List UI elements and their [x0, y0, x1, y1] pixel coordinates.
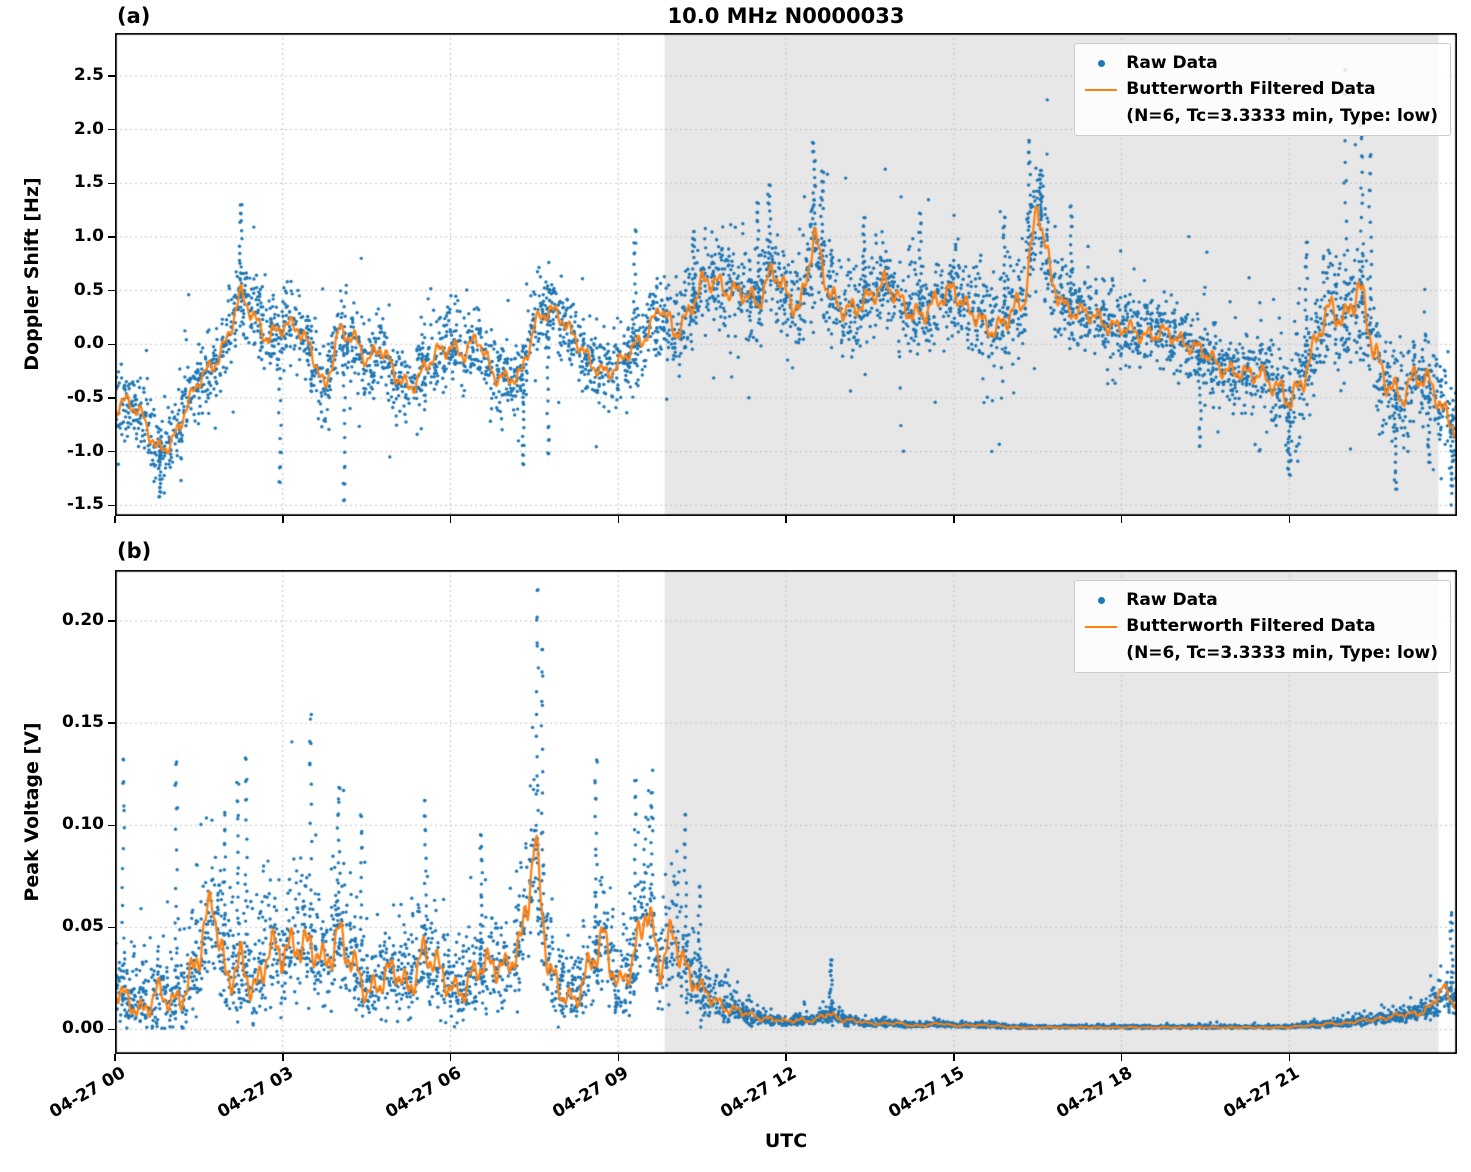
panel-a-y-axis-label: Doppler Shift [Hz] [21, 177, 43, 371]
x-tick-mark [114, 1054, 116, 1061]
legend-filtered-label: Butterworth Filtered Data [1126, 79, 1376, 100]
y-tick-label: 2.0 [73, 118, 104, 139]
y-tick-mark [108, 926, 115, 929]
x-axis-label: UTC [764, 1130, 808, 1152]
raw-marker-dot-icon [1097, 59, 1105, 67]
x-tick-label: 04-27 21 [1220, 1063, 1304, 1123]
y-tick-mark [108, 620, 115, 622]
legend-raw-label: Raw Data [1126, 53, 1218, 73]
y-tick-label: 0.15 [62, 712, 104, 733]
y-tick-mark [108, 343, 115, 346]
panel-b-label: (b) [117, 539, 152, 563]
x-tick-label: 04-27 12 [717, 1063, 800, 1123]
x-tick-mark [1120, 1054, 1123, 1061]
x-tick-label: 04-27 00 [46, 1063, 129, 1123]
panel-a-legend: Raw Data Butterworth Filtered Data (N=6,… [1074, 43, 1451, 137]
y-tick-label: -1.5 [66, 494, 104, 515]
raw-data-marker [1085, 59, 1117, 67]
panel-b-plot-area: Raw Data Butterworth Filtered Data (N=6,… [115, 570, 1457, 1054]
y-tick-mark [108, 824, 115, 827]
raw-marker-dot-icon [1097, 596, 1105, 604]
y-tick-label: -0.5 [66, 386, 104, 407]
y-tick-label: 2.5 [73, 64, 104, 85]
x-tick-mark [617, 516, 619, 523]
x-tick-mark [1288, 516, 1290, 523]
legend-entry-filtered: Butterworth Filtered Data [1085, 613, 1438, 639]
x-tick-label: 04-27 09 [549, 1063, 633, 1123]
x-tick-label: 04-27 03 [214, 1063, 297, 1123]
y-tick-mark [108, 450, 115, 453]
filtered-data-marker [1085, 625, 1118, 628]
legend-raw-label: Raw Data [1126, 590, 1218, 610]
x-tick-mark [1288, 1054, 1290, 1061]
legend-entry-filtered: Butterworth Filtered Data [1085, 76, 1438, 102]
legend-filtered-sublabel: (N=6, Tc=3.3333 min, Type: low) [1126, 642, 1438, 663]
panel-b-y-axis-label: Peak Voltage [V] [21, 722, 43, 902]
panel-a-label: (a) [117, 4, 151, 28]
filtered-data-marker [1085, 88, 1118, 91]
filtered-marker-line-icon [1085, 625, 1118, 628]
x-tick-label: 04-27 15 [885, 1063, 968, 1123]
y-tick-mark [108, 289, 115, 292]
y-tick-label: 0.0 [73, 333, 104, 354]
y-tick-mark [108, 182, 115, 185]
x-tick-mark [282, 1054, 284, 1061]
x-tick-mark [282, 516, 284, 523]
x-tick-label: 04-27 18 [1052, 1063, 1136, 1123]
y-tick-mark [108, 397, 115, 399]
legend-entry-raw: Raw Data [1085, 587, 1438, 613]
legend-entry-raw: Raw Data [1085, 50, 1438, 76]
x-tick-mark [1120, 516, 1123, 523]
y-tick-label: 0.20 [62, 610, 104, 631]
x-tick-mark [617, 1054, 619, 1061]
legend-entry-filtered-sub: (N=6, Tc=3.3333 min, Type: low) [1085, 103, 1438, 129]
filtered-marker-line-icon [1085, 88, 1118, 91]
x-tick-mark [785, 1054, 787, 1061]
x-tick-mark [953, 1054, 955, 1061]
y-tick-label: 1.5 [73, 172, 104, 193]
y-tick-mark [108, 722, 115, 724]
panel-a-plot-area: Raw Data Butterworth Filtered Data (N=6,… [115, 33, 1457, 516]
y-tick-mark [108, 1028, 115, 1031]
y-tick-mark [108, 75, 115, 77]
y-tick-label: 0.10 [62, 814, 104, 835]
panel-b-legend: Raw Data Butterworth Filtered Data (N=6,… [1074, 580, 1451, 674]
x-tick-mark [953, 516, 955, 523]
figure-title: 10.0 MHz N0000033 [667, 4, 905, 28]
y-tick-label: 0.5 [73, 279, 104, 300]
y-tick-label: 0.05 [62, 916, 104, 937]
y-tick-mark [108, 128, 115, 131]
y-tick-label: -1.0 [66, 440, 104, 461]
legend-entry-filtered-sub: (N=6, Tc=3.3333 min, Type: low) [1085, 640, 1438, 666]
y-tick-mark [108, 236, 115, 238]
x-tick-mark [449, 1054, 452, 1061]
x-tick-label: 04-27 06 [381, 1063, 465, 1123]
x-tick-mark [114, 516, 116, 523]
y-tick-mark [108, 504, 115, 507]
y-tick-label: 1.0 [73, 225, 104, 246]
legend-filtered-label: Butterworth Filtered Data [1126, 616, 1376, 637]
y-tick-label: 0.00 [62, 1018, 104, 1039]
raw-data-marker [1085, 596, 1117, 604]
legend-filtered-sublabel: (N=6, Tc=3.3333 min, Type: low) [1126, 105, 1438, 126]
x-tick-mark [449, 516, 452, 523]
x-tick-mark [785, 516, 787, 523]
